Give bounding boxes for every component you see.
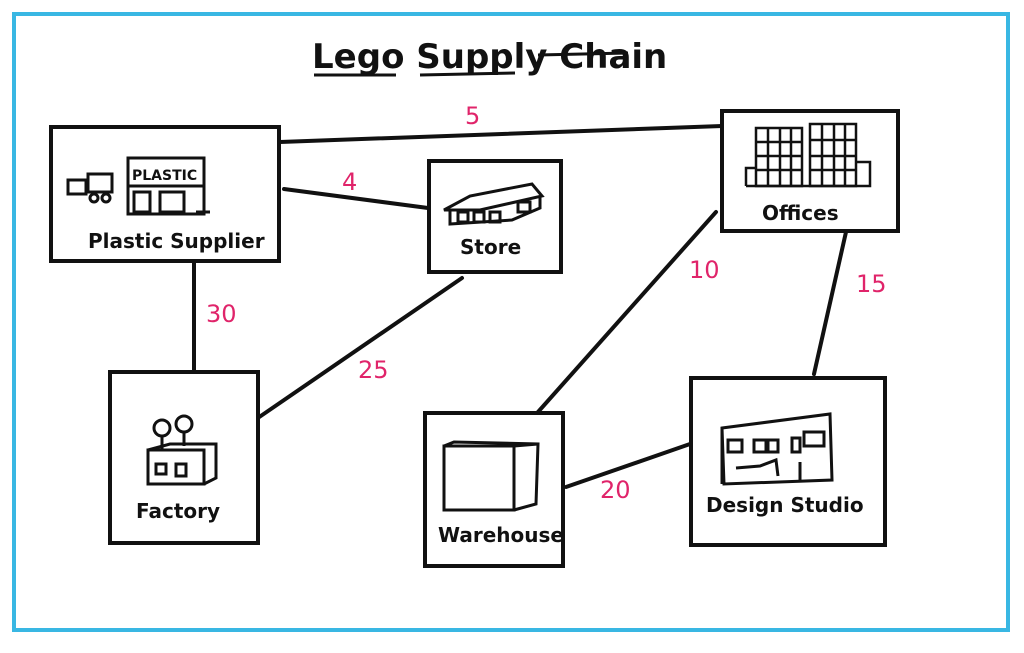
node-offices[interactable]: Offices [720, 109, 900, 233]
store-building-icon [443, 182, 545, 226]
edge-plastic-offices [278, 124, 724, 144]
node-label-plastic-supplier: Plastic Supplier [88, 229, 265, 253]
node-factory[interactable]: Factory [108, 370, 260, 545]
title-underline-2 [419, 71, 516, 77]
edge-plastic-store [282, 187, 430, 210]
node-label-warehouse: Warehouse [438, 523, 564, 547]
warehouse-box-icon [442, 440, 540, 512]
diagram-title: Lego Supply Chain [312, 37, 667, 77]
factory-with-trees-icon [146, 414, 218, 486]
node-label-factory: Factory [136, 499, 220, 523]
edge-offices-design [812, 230, 848, 376]
title-underline-3 [537, 51, 629, 57]
node-warehouse[interactable]: Warehouse [423, 411, 565, 568]
diagram-frame [12, 12, 1010, 632]
edge-offices-warehouse [536, 210, 718, 414]
node-label-store: Store [460, 235, 521, 259]
node-design-studio[interactable]: Design Studio [689, 376, 887, 547]
weight-warehouse-design: 20 [600, 476, 631, 504]
edge-warehouse-design [564, 442, 692, 489]
edge-store-factory [250, 276, 464, 424]
weight-plastic-factory: 30 [206, 300, 237, 328]
weight-store-factory: 25 [358, 356, 389, 384]
weight-plastic-offices: 5 [465, 102, 480, 130]
weight-plastic-store: 4 [342, 168, 357, 196]
node-store[interactable]: Store [427, 159, 563, 274]
node-label-design-studio: Design Studio [706, 493, 864, 517]
studio-building-icon [720, 412, 834, 486]
truck-and-plastic-store-icon: PLASTIC [66, 156, 210, 216]
node-label-offices: Offices [762, 201, 839, 225]
node-plastic-supplier[interactable]: PLASTIC Plastic Supplier [49, 125, 281, 263]
weight-offices-warehouse: 10 [689, 256, 720, 284]
plastic-sign: PLASTIC [132, 168, 197, 184]
weight-offices-design: 15 [856, 270, 887, 298]
office-buildings-icon [744, 122, 872, 188]
